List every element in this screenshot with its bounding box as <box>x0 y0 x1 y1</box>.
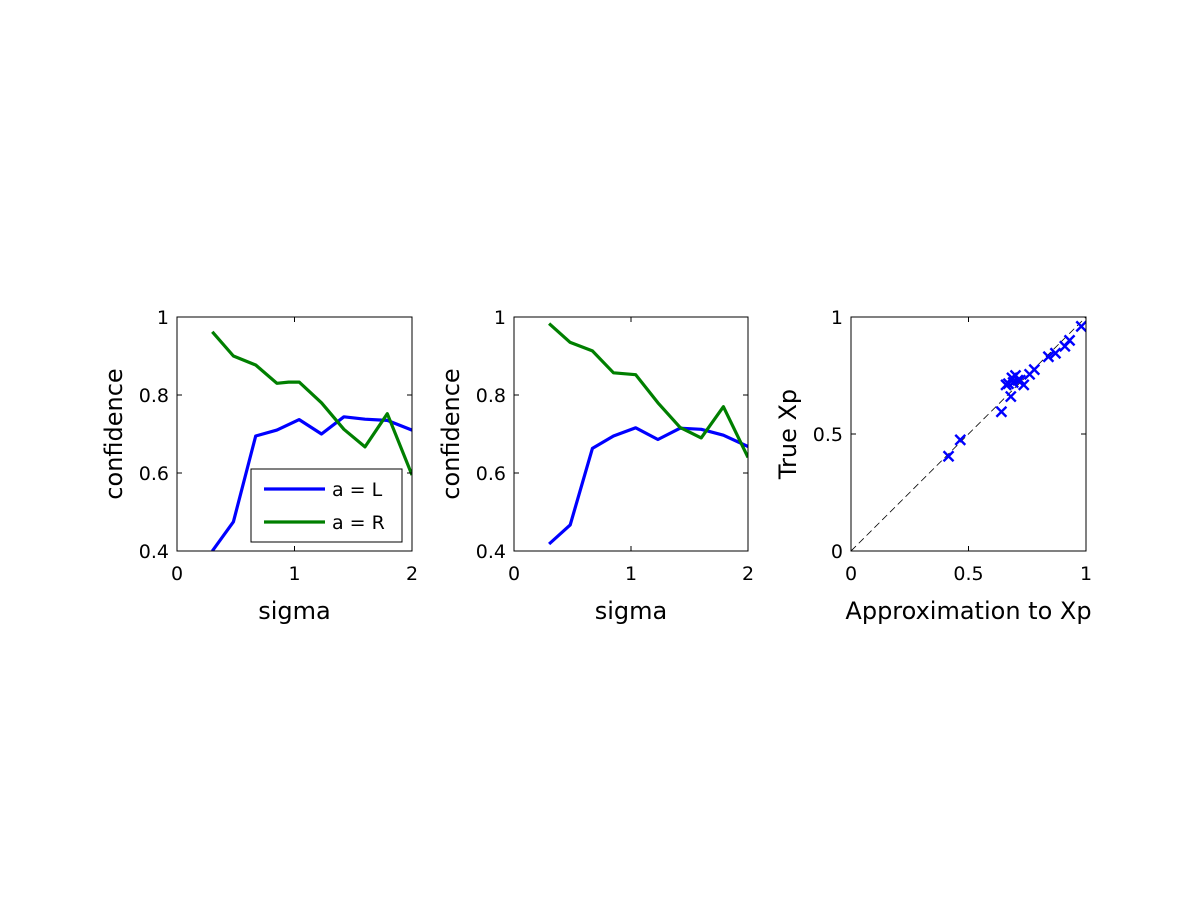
x-axis-label: Approximation to Xp <box>845 597 1091 625</box>
marker-stroke <box>1063 334 1076 347</box>
chart-3: 0 0.5 1 0 0.5 1 Approximation to Xp True Xp <box>774 307 1092 625</box>
y-axis-label: confidence <box>100 368 128 499</box>
scatter-marker <box>1004 390 1017 403</box>
scatter-marker <box>942 450 955 463</box>
scatter-marker <box>1063 334 1076 347</box>
legend-box <box>250 468 403 543</box>
legend-label: a = R <box>332 512 385 534</box>
series-line-2 <box>211 330 412 476</box>
marker-stroke <box>942 450 955 463</box>
y-tick-label: 1 <box>831 307 843 329</box>
x-tick-label: 0.5 <box>953 563 983 585</box>
y-tick-label: 0.4 <box>476 541 506 563</box>
x-tick-label: 2 <box>742 563 754 585</box>
chart-1: 0 1 2 0.4 0.6 0.8 1 sigma confidence a = L a = R <box>100 307 418 625</box>
legend-item-2: a = R <box>264 512 385 534</box>
x-tick-label: 2 <box>406 563 418 585</box>
legend-label: a = L <box>332 479 383 501</box>
scatter-marker <box>954 434 967 446</box>
y-tick-label: 0.6 <box>476 463 506 485</box>
plot-data <box>548 322 748 546</box>
x-tick-label: 0 <box>171 563 183 585</box>
scatter-marker <box>1042 350 1055 363</box>
y-tick-label: 0.6 <box>139 463 169 485</box>
plot-data <box>211 330 412 551</box>
marker-stroke <box>954 434 967 446</box>
series-line-2 <box>548 322 748 459</box>
x-tick-label: 0 <box>508 563 520 585</box>
x-tick-label: 1 <box>625 563 637 585</box>
y-tick-label: 0 <box>831 541 843 563</box>
marker-stroke <box>1004 390 1017 403</box>
marker-stroke <box>1042 350 1055 363</box>
marker-stroke <box>1012 374 1024 387</box>
legend-item-1: a = L <box>264 479 383 501</box>
y-axis-label: confidence <box>437 368 465 499</box>
scatter-marker <box>1049 347 1062 360</box>
scatter-marker <box>1028 363 1041 376</box>
scatter-marker <box>1075 320 1086 333</box>
plot-area <box>514 317 748 551</box>
marker-stroke <box>995 405 1008 418</box>
y-tick-label: 0.8 <box>139 385 169 407</box>
y-tick-label: 0.4 <box>139 541 169 563</box>
y-tick-label: 1 <box>157 307 169 329</box>
plot-data <box>851 317 1086 551</box>
x-tick-label: 0 <box>845 563 857 585</box>
marker-stroke <box>1028 363 1041 376</box>
scatter-marker <box>995 405 1008 418</box>
y-axis-label: True Xp <box>774 389 802 480</box>
x-axis-label: sigma <box>595 597 668 625</box>
marker-stroke <box>1075 320 1086 333</box>
y-tick-label: 0.8 <box>476 385 506 407</box>
marker-stroke <box>1049 347 1062 360</box>
legend: a = L a = R <box>250 468 403 543</box>
x-tick-label: 1 <box>1080 563 1092 585</box>
scatter-marker <box>1017 379 1030 391</box>
series-line-1 <box>211 415 412 551</box>
marker-stroke <box>1017 379 1030 391</box>
y-tick-label: 0.5 <box>813 424 843 446</box>
x-axis-label: sigma <box>258 597 331 625</box>
y-tick-label: 1 <box>494 307 506 329</box>
series-line-1 <box>548 426 748 546</box>
chart-2: 0 1 2 0.4 0.6 0.8 1 sigma confidence <box>437 307 754 625</box>
x-tick-label: 1 <box>288 563 300 585</box>
